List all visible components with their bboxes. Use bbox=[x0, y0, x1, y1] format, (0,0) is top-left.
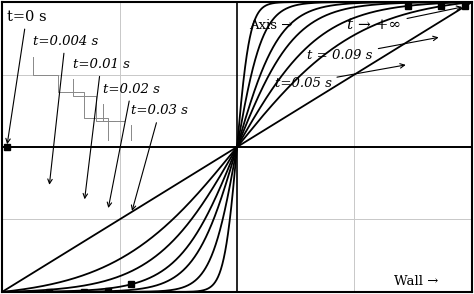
Text: t=0.004 s: t=0.004 s bbox=[33, 35, 98, 183]
Text: t=0.03 s: t=0.03 s bbox=[131, 104, 188, 210]
Text: t=0.02 s: t=0.02 s bbox=[103, 83, 160, 207]
Text: t=0.05 s: t=0.05 s bbox=[274, 64, 404, 90]
Text: Wall →: Wall → bbox=[394, 275, 439, 288]
Text: t = 0.09 s: t = 0.09 s bbox=[308, 36, 438, 62]
Text: t → +∞: t → +∞ bbox=[347, 6, 461, 32]
Text: Axis →: Axis → bbox=[249, 19, 292, 32]
Text: t=0 s: t=0 s bbox=[6, 10, 46, 143]
Text: t=0.01 s: t=0.01 s bbox=[73, 58, 129, 198]
